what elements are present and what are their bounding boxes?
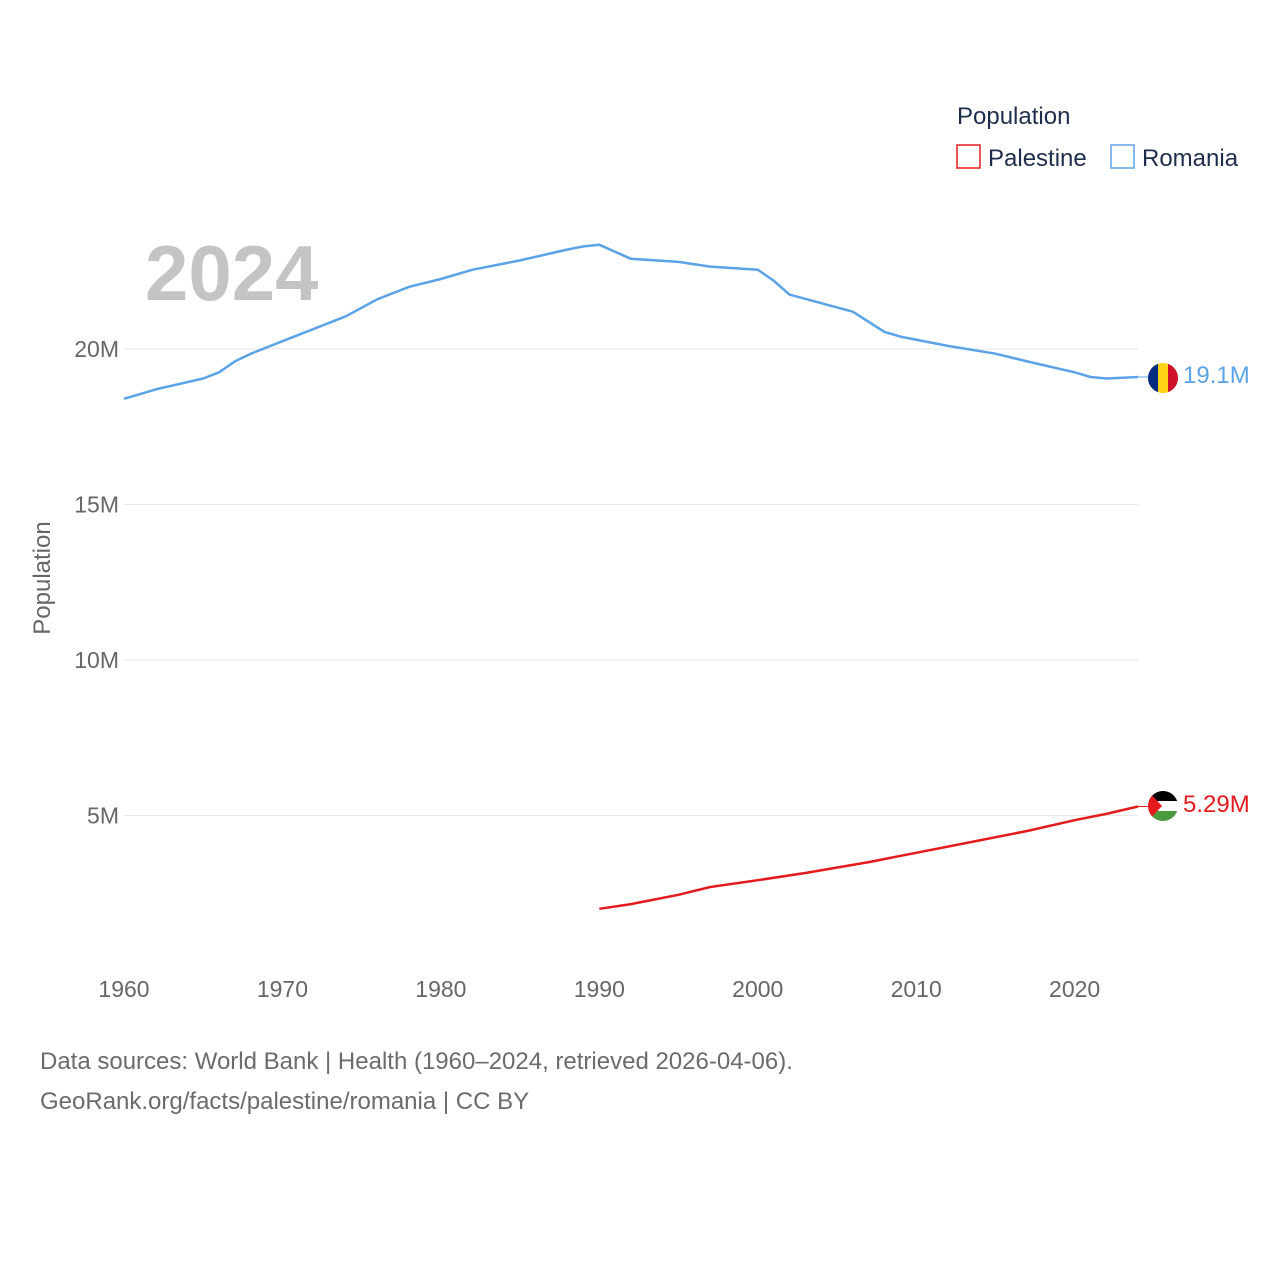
year-watermark: 2024 <box>145 229 319 317</box>
y-tick-label: 10M <box>74 647 119 673</box>
end-label-palestine: 5.29M <box>1183 791 1250 818</box>
legend-item-romania[interactable]: Romania <box>1110 144 1239 172</box>
y-tick-label: 5M <box>87 803 119 829</box>
legend-swatch-romania <box>1110 144 1135 169</box>
source-text: Data sources: World Bank | Health (1960–… <box>40 1048 793 1075</box>
series-line-romania[interactable] <box>123 243 1139 400</box>
x-tick-label: 1990 <box>574 976 625 1002</box>
legend: Population Palestine Romania <box>956 103 1239 172</box>
y-tick-label: 20M <box>74 336 119 362</box>
y-tick-label: 15M <box>74 492 119 518</box>
y-axis-ticks: 5M 10M 15M 20M <box>74 336 119 829</box>
x-tick-label: 2020 <box>1049 976 1100 1002</box>
legend-swatch-palestine <box>956 144 981 169</box>
series-line-palestine[interactable] <box>599 805 1139 911</box>
x-tick-label: 1960 <box>98 976 149 1002</box>
x-tick-label: 2000 <box>732 976 783 1002</box>
palestine-flag-icon <box>1148 791 1178 821</box>
legend-item-palestine[interactable]: Palestine <box>956 144 1087 172</box>
x-tick-label: 1970 <box>257 976 308 1002</box>
gridlines <box>124 348 1138 816</box>
legend-label-palestine: Palestine <box>988 145 1087 172</box>
series-lines <box>123 243 1148 911</box>
population-chart: 5M 10M 15M 20M 1960 1970 1980 1990 2000 2010 2020… <box>29 103 1250 1002</box>
credit-link[interactable]: GeoRank.org/facts/palestine/romania | CC… <box>40 1088 530 1115</box>
source-footer: Data sources: World Bank | Health (1960–… <box>40 1042 793 1122</box>
legend-label-romania: Romania <box>1142 145 1239 172</box>
x-tick-label: 1980 <box>415 976 466 1002</box>
end-label-romania: 19.1M <box>1183 362 1250 389</box>
y-axis-label: Population <box>29 521 56 634</box>
romania-flag-icon <box>1148 363 1178 393</box>
x-axis-ticks: 1960 1970 1980 1990 2000 2010 2020 <box>98 976 1100 1002</box>
legend-title: Population <box>957 103 1070 130</box>
x-tick-label: 2010 <box>891 976 942 1002</box>
